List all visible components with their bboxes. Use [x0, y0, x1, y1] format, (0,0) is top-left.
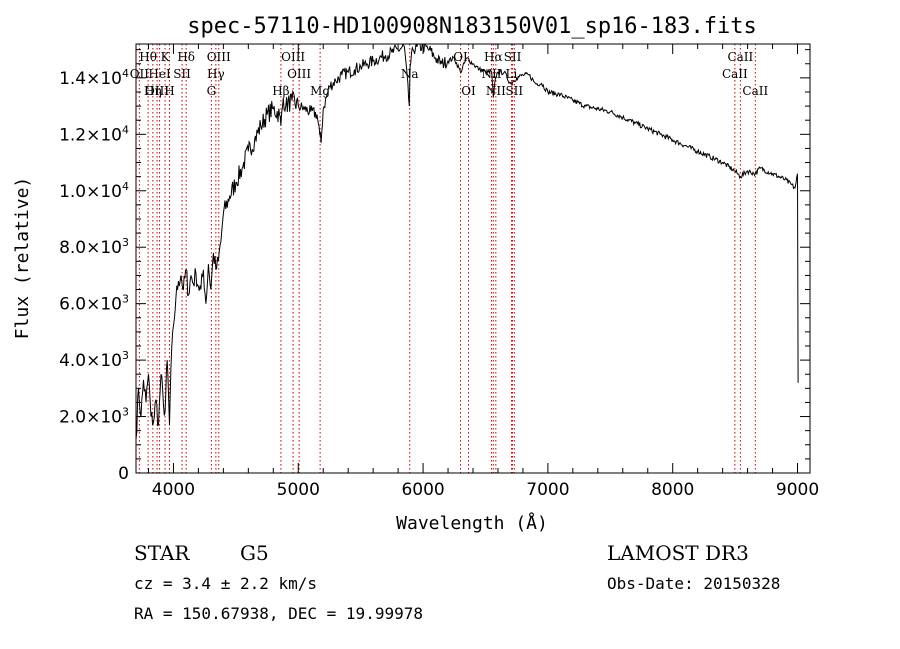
x-tick-label: 7000: [526, 480, 569, 500]
y-tick-label: 2.0×103: [59, 406, 129, 428]
y-axis-label: Flux (relative): [12, 177, 33, 340]
obs-date-text: Obs-Date: 20150328: [607, 574, 780, 593]
chart-title: spec-57110-HD100908N183150V01_sp16-183.f…: [187, 14, 757, 39]
spectral-line-label: Hβ: [272, 84, 289, 98]
spectral-line-label: CaII: [742, 84, 768, 98]
x-tick-label: 6000: [401, 480, 444, 500]
spectral-line-label: OI: [461, 84, 476, 98]
y-tick-label: 1.0×104: [59, 180, 129, 202]
spectral-line-label: OI: [453, 50, 468, 64]
spectral-line-label: OIII: [287, 67, 311, 81]
spectral-line-label: Li: [506, 67, 518, 81]
spectral-line-label: OII: [130, 67, 150, 81]
x-axis-label: Wavelength (Å): [396, 512, 548, 534]
y-tick-label: 1.2×104: [59, 123, 129, 145]
y-axis: 0 2.0×103 4.0×103 6.0×103 8.0×103 1.0×104 1.2×…: [59, 49, 810, 484]
spectrum-line: [136, 44, 799, 440]
spectral-line-label: Hγ: [207, 67, 225, 81]
spectral-line-label: K: [161, 50, 171, 64]
spectral-line-label: G: [207, 84, 217, 98]
spectral-line-label: Hθ: [139, 50, 157, 64]
coordinates-text: RA = 150.67938, DEC = 19.99978: [134, 604, 423, 623]
spectral-line-label: HeI: [148, 67, 171, 81]
spectral-line-label: NII: [486, 84, 506, 98]
x-axis: 4000 5000 6000 7000 8000 9000: [147, 44, 819, 500]
y-tick-label: 6.0×103: [59, 293, 129, 315]
spectral-line-label: OIII: [145, 84, 169, 98]
spectral-line-label: OIII: [281, 50, 305, 64]
spectral-line-label: Hα: [484, 50, 503, 64]
survey-label: LAMOST DR3: [607, 541, 749, 565]
spectral-line-label: Hδ: [177, 50, 195, 64]
spectral-line-label: CaII: [722, 67, 748, 81]
spectral-line-label: OIII: [207, 50, 231, 64]
plot-frame: [135, 43, 811, 474]
x-tick-label: 9000: [776, 480, 819, 500]
y-tick-label: 1.4×104: [59, 67, 129, 89]
x-tick-label: 5000: [277, 480, 320, 500]
x-tick-label: 4000: [152, 480, 195, 500]
subclass: G5: [240, 541, 269, 565]
spectral-line-label: SII: [504, 50, 522, 64]
spectral-line-markers: [138, 44, 756, 473]
spectral-line-label: SII: [173, 67, 191, 81]
redshift-text: cz = 3.4 ± 2.2 km/s: [134, 574, 317, 593]
object-class: STAR: [134, 541, 190, 565]
spectral-line-label: Hη: [144, 84, 162, 98]
y-tick-label: 4.0×103: [59, 349, 129, 371]
spectral-line-label: SII: [505, 84, 523, 98]
y-tick-label: 8.0×103: [59, 236, 129, 258]
x-tick-label: 8000: [651, 480, 694, 500]
spectral-line-label: CaII: [727, 50, 753, 64]
spectral-line-label: Mg: [310, 84, 330, 98]
y-tick-label: 0: [118, 464, 129, 484]
spectral-line-label: H: [164, 84, 174, 98]
